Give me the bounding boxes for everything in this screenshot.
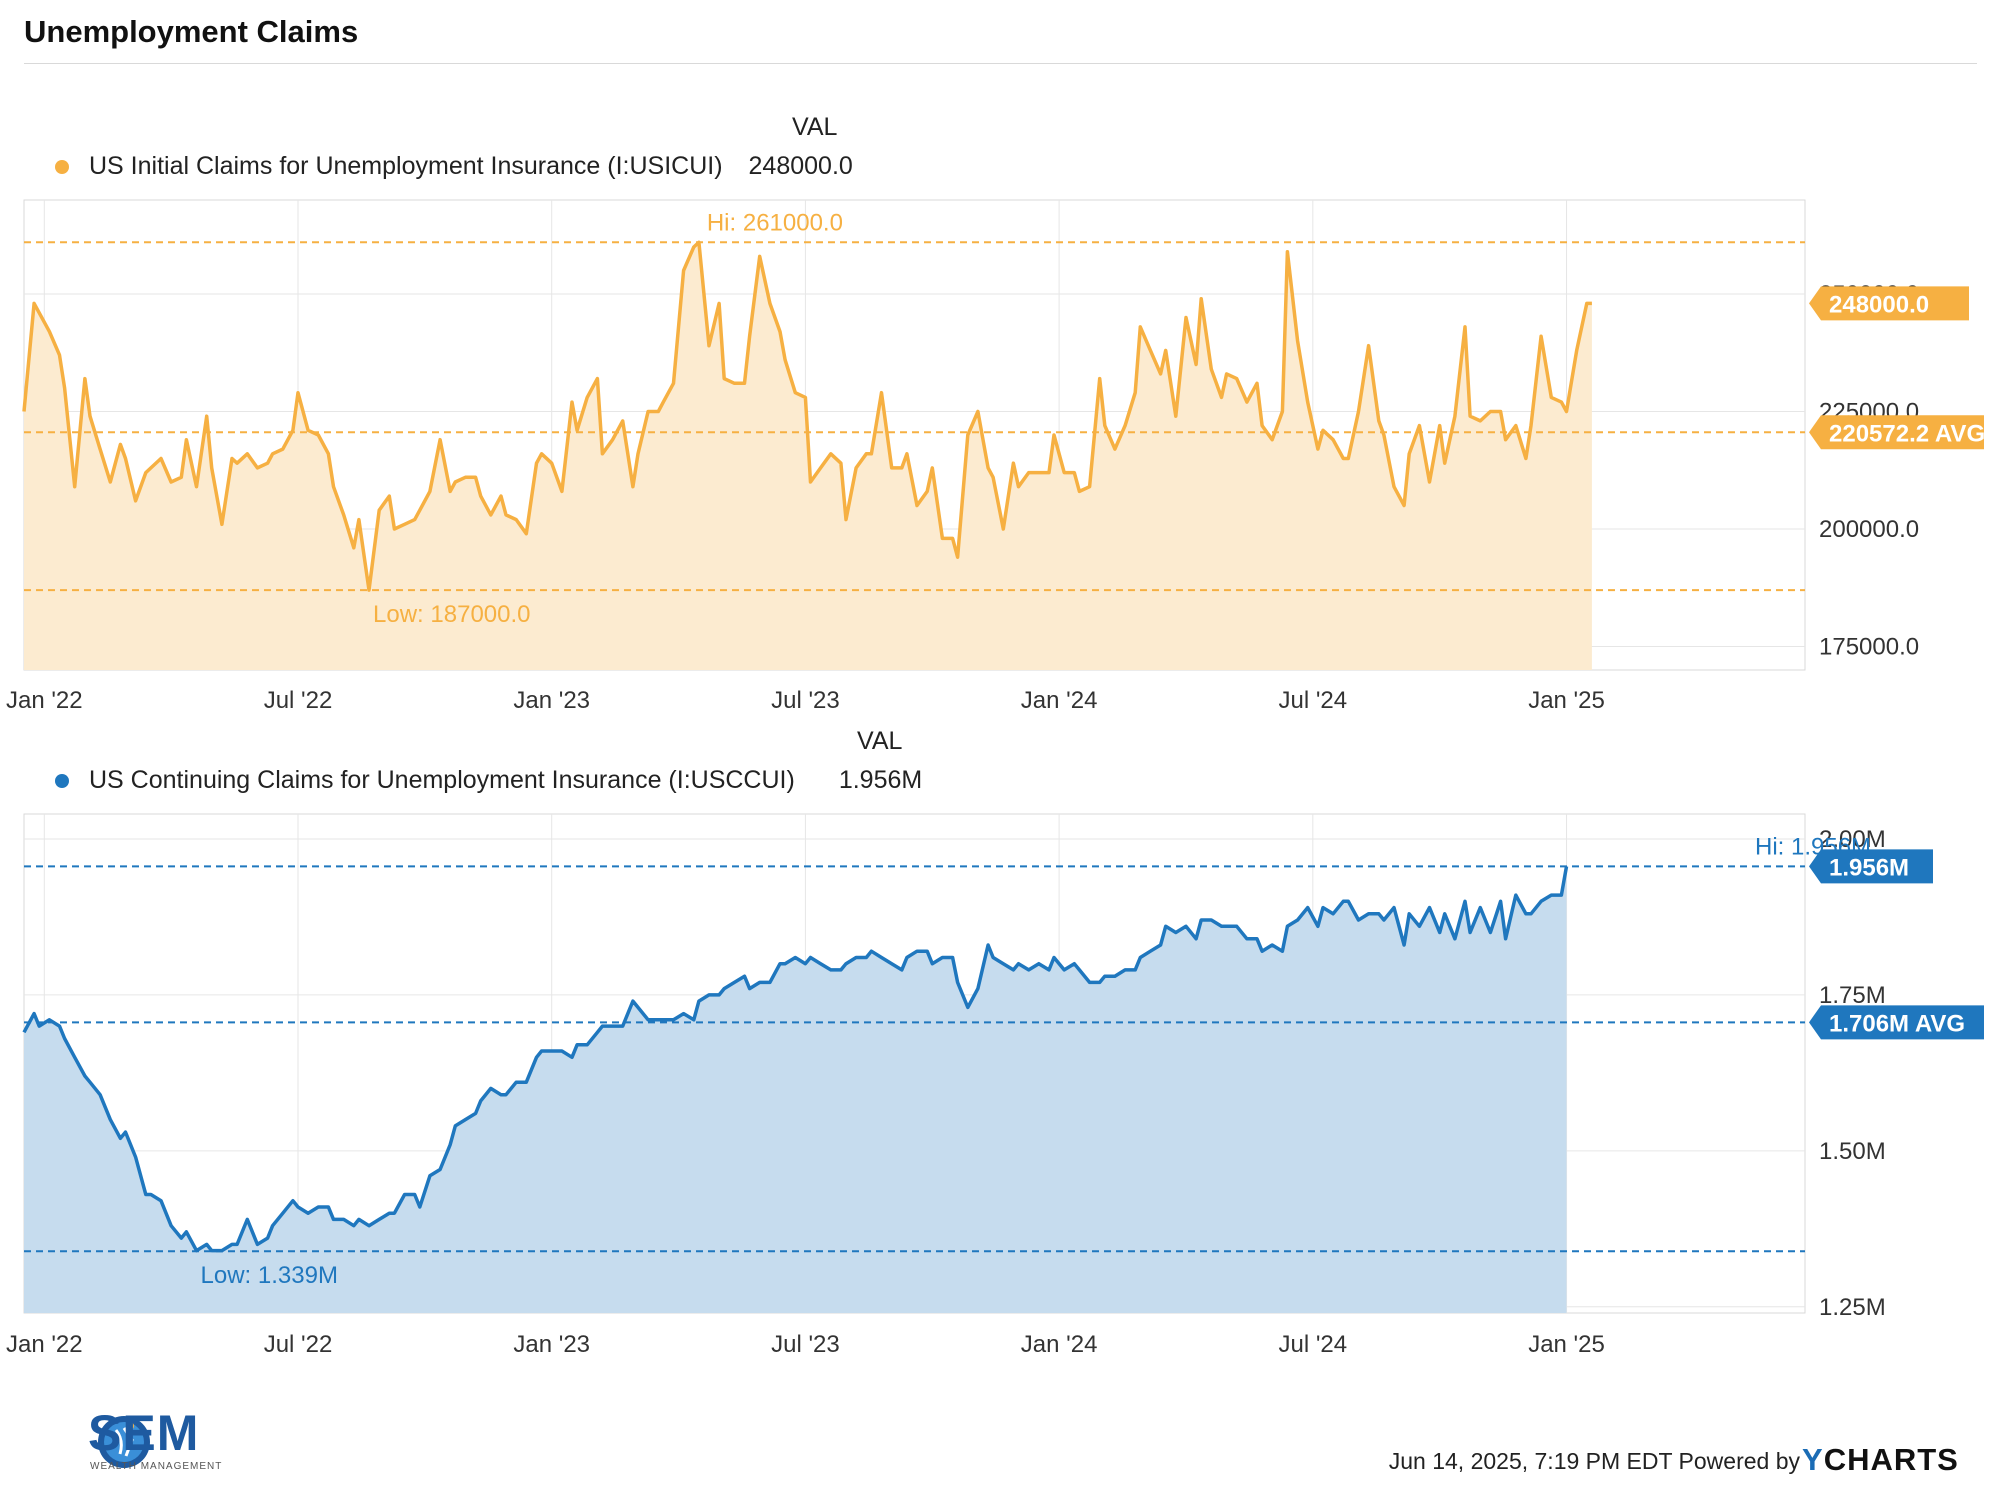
avg-value-tag-label: 1.706M AVG bbox=[1829, 1010, 1965, 1037]
y-tick-label: 1.75M bbox=[1819, 982, 1886, 1009]
x-tick-label: Jan '25 bbox=[1528, 687, 1605, 714]
hi-label: Hi: 261000.0 bbox=[707, 209, 843, 236]
legend-series-value: 1.956M bbox=[838, 766, 923, 794]
x-tick-label: Jan '24 bbox=[1021, 687, 1098, 714]
last-value-tag-label: 1.956M bbox=[1829, 854, 1909, 881]
legend-header-initial: VAL bbox=[792, 113, 838, 141]
legend-series-name: US Initial Claims for Unemployment Insur… bbox=[89, 152, 723, 180]
logo-name: SEM bbox=[88, 1405, 200, 1461]
y-tick-label: 200000.0 bbox=[1819, 516, 1919, 543]
ycharts-brand-initial: Y bbox=[1802, 1442, 1824, 1477]
footer-timestamp: Jun 14, 2025, 7:19 PM EDT Powered by bbox=[1388, 1448, 1800, 1474]
ycharts-brand[interactable]: YCHARTS bbox=[1802, 1442, 1959, 1478]
y-tick-label: 1.25M bbox=[1819, 1294, 1886, 1321]
y-tick-label: 1.50M bbox=[1819, 1138, 1886, 1165]
avg-value-tag bbox=[1809, 1005, 1984, 1040]
last-value-tag bbox=[1809, 286, 1969, 321]
series-line bbox=[22, 240, 1592, 592]
x-tick-label: Jan '25 bbox=[1528, 1331, 1605, 1358]
logo-subtitle: WEALTH MANAGEMENT bbox=[90, 1461, 223, 1472]
x-tick-label: Jan '24 bbox=[1021, 1331, 1098, 1358]
continuing-claims-chart[interactable]: Jan '22 Jul '22 Jan '23 Jul '23 Jan '24 Jul '… bbox=[0, 0, 2000, 1400]
x-tick-label: Jul '24 bbox=[1279, 687, 1348, 714]
x-tick-label: Jul '24 bbox=[1279, 1331, 1348, 1358]
series-area bbox=[24, 866, 1567, 1313]
x-tick-label: Jan '22 bbox=[6, 1331, 83, 1358]
last-value-tag-label: 248000.0 bbox=[1829, 291, 1929, 318]
last-value-tag bbox=[1809, 849, 1933, 884]
x-tick-label: Jul '23 bbox=[771, 1331, 840, 1358]
legend-continuing-claims[interactable]: US Continuing Claims for Unemployment In… bbox=[55, 766, 922, 795]
page-title: Unemployment Claims bbox=[24, 14, 359, 49]
legend-dot-icon bbox=[55, 773, 69, 788]
legend-header-continuing: VAL bbox=[857, 727, 903, 755]
low-label: Low: 187000.0 bbox=[373, 601, 530, 628]
x-tick-label: Jul '22 bbox=[264, 687, 333, 714]
x-tick-label: Jan '23 bbox=[513, 1331, 590, 1358]
low-label: Low: 1.339M bbox=[201, 1262, 338, 1289]
sem-logo-icon bbox=[98, 1416, 150, 1468]
legend-series-name: US Continuing Claims for Unemployment In… bbox=[89, 766, 795, 794]
x-tick-label: Jan '22 bbox=[6, 687, 83, 714]
x-tick-label: Jan '23 bbox=[513, 687, 590, 714]
legend-series-value: 248000.0 bbox=[748, 152, 853, 180]
legend-initial-claims[interactable]: US Initial Claims for Unemployment Insur… bbox=[55, 152, 853, 181]
x-tick-label: Jul '22 bbox=[264, 1331, 333, 1358]
series-line bbox=[22, 866, 1569, 1253]
y-tick-label: 175000.0 bbox=[1819, 634, 1919, 661]
legend-dot-icon bbox=[55, 159, 69, 174]
x-tick-label: Jul '23 bbox=[771, 687, 840, 714]
avg-value-tag-label: 220572.2 AVG bbox=[1829, 420, 1985, 447]
ycharts-brand-text: CHARTS bbox=[1823, 1442, 1959, 1477]
y-tick-label: 2.00M bbox=[1819, 826, 1886, 853]
initial-claims-chart[interactable]: Jan '22 Jul '22 Jan '23 Jul '23 Jan '24 Jul '… bbox=[0, 0, 2000, 720]
avg-value-tag bbox=[1809, 415, 1984, 450]
title-divider bbox=[24, 63, 1977, 64]
